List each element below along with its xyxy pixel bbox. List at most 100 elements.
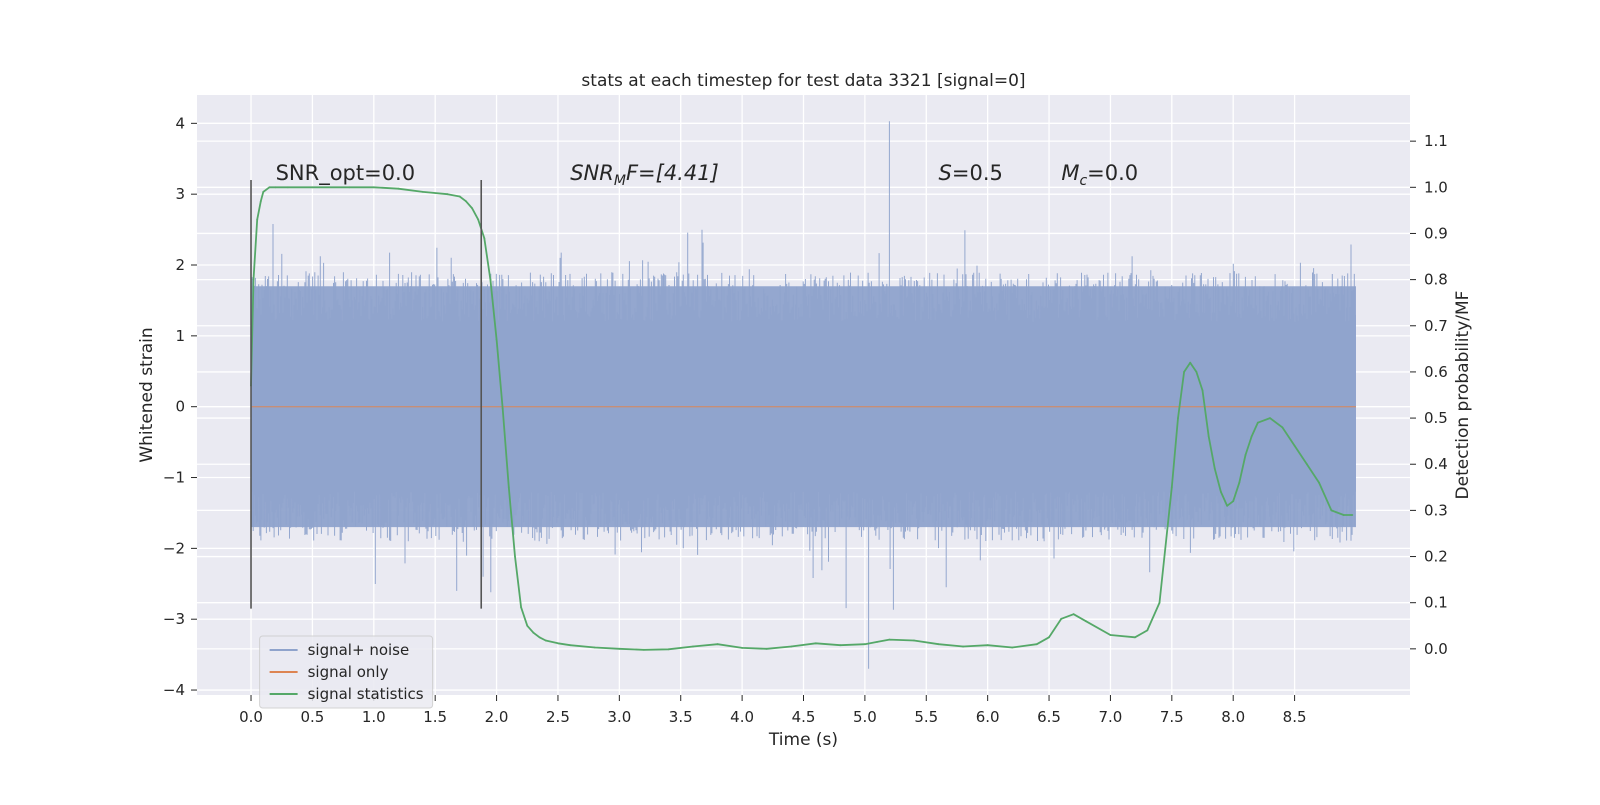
signal-statistics-point	[1189, 361, 1192, 364]
signal-statistics-point	[446, 193, 449, 196]
signal-statistics-point	[1238, 481, 1241, 484]
legend-label-signal-only: signal only	[308, 663, 389, 681]
x-tick-label: 7.0	[1099, 708, 1123, 726]
signal-statistics-point	[532, 631, 535, 634]
signal-statistics-point	[667, 648, 670, 651]
signal-statistics-point	[1158, 601, 1161, 604]
signal-statistics-point	[311, 186, 314, 189]
signal-statistics-point	[1177, 417, 1179, 419]
y2-tick-label: 0.5	[1424, 409, 1448, 427]
y-tick-label: −2	[163, 539, 185, 557]
signal-statistics-point	[514, 555, 516, 558]
x-tick-label: 3.0	[607, 708, 631, 726]
signal-statistics-point	[1134, 636, 1136, 639]
signal-statistics-point	[1269, 417, 1271, 419]
signal-statistics-point	[422, 191, 424, 193]
signal-statistics-point	[1183, 371, 1185, 373]
signal-statistics-point	[544, 639, 547, 642]
signal-statistics-point	[1195, 371, 1198, 373]
x-tick-label: 2.5	[546, 708, 570, 726]
signal-statistics-point	[465, 200, 467, 203]
signal-statistics-point	[1250, 435, 1253, 438]
signal-statistics-point	[1072, 613, 1075, 616]
chart-title: stats at each timestep for test data 332…	[581, 71, 1025, 91]
vertical-markers	[250, 180, 483, 609]
x-tick-label: 8.5	[1283, 708, 1307, 726]
signal-statistics-point	[538, 636, 541, 639]
series-layer	[250, 186, 1356, 651]
signal-statistics-point	[1213, 467, 1216, 470]
x-tick-label: 8.0	[1221, 708, 1245, 726]
signal-statistics-point	[520, 606, 522, 609]
signal-statistics-point	[716, 643, 719, 646]
signal-statistics-point	[741, 647, 743, 649]
signal-statistics-point	[814, 642, 817, 645]
legend-label-signal-noise: signal+ noise	[308, 641, 410, 659]
annotation-s: S=0.5	[939, 161, 1003, 185]
y2-tick-label: 0.8	[1424, 271, 1448, 289]
y2-tick-label: 1.0	[1424, 178, 1448, 196]
annotation-mc-name: M	[1061, 161, 1079, 185]
y2-tick-label: 0.0	[1424, 640, 1448, 658]
y-axis-label: Whitened strain	[137, 327, 157, 462]
x-tick-label: 5.5	[914, 708, 938, 726]
y2-tick-label: 0.1	[1424, 594, 1448, 612]
signal-statistics-point	[1351, 514, 1354, 516]
signal-statistics-point	[262, 191, 265, 193]
signal-statistics-point	[888, 638, 891, 641]
x-tick-label: 3.5	[669, 708, 693, 726]
signal-statistics-point	[397, 187, 400, 190]
signal-statistics-point	[1170, 486, 1173, 489]
signal-statistics-point	[372, 186, 375, 189]
annotation-mc-rest: =0.0	[1087, 161, 1138, 185]
annotation-snr-opt: SNR_opt=0.0	[276, 161, 416, 186]
y2-tick-label: 1.1	[1424, 132, 1448, 150]
x-axis-label: Time (s)	[768, 730, 838, 750]
signal-statistics-point	[1220, 491, 1222, 493]
signal-statistics-point	[252, 278, 255, 281]
y-tick-label: −3	[163, 610, 185, 628]
signal-statistics-point	[348, 186, 351, 189]
y2-tick-label: 0.2	[1424, 548, 1448, 566]
signal-statistics-point	[1048, 636, 1050, 639]
annotation-snr-mf-sub: M	[614, 173, 626, 189]
signal-statistics-point	[471, 207, 473, 210]
annotation-snr-mf: SNRMF=[4.41]	[570, 161, 719, 189]
signal-statistics-point	[1207, 435, 1210, 438]
signal-statistics-point	[790, 645, 793, 648]
y2-tick-label: 0.7	[1424, 317, 1448, 335]
signal-statistics-point	[507, 486, 510, 489]
y2-tick-label: 0.4	[1424, 455, 1448, 473]
signal-statistics-point	[287, 186, 289, 189]
y-tick-label: 2	[175, 256, 185, 274]
y2-axis-label: Detection probability/MF	[1453, 291, 1473, 500]
signal-statistics-point	[1146, 629, 1149, 632]
annotation-snr-mf-name: SNR	[570, 161, 614, 185]
signal-statistics-point	[1342, 514, 1345, 516]
x-tick-label: 1.5	[423, 708, 447, 726]
signal-statistics-point	[526, 624, 529, 627]
y2-tick-label: 0.3	[1424, 501, 1448, 519]
signal-statistics-point	[1232, 500, 1235, 503]
signal-statistics-point	[489, 278, 492, 281]
x-tick-label: 6.0	[976, 708, 1000, 726]
signal-statistics-point	[1011, 646, 1014, 649]
signal-statistics-point	[1330, 509, 1333, 512]
signal-statistics-point	[1201, 389, 1204, 392]
signal-statistics-point	[1318, 481, 1320, 484]
signal-statistics-point	[274, 186, 277, 189]
signal-statistics-point	[643, 648, 645, 651]
signal-statistics-point	[483, 237, 486, 240]
signal-statistics-point	[268, 186, 271, 189]
signal-statistics-point	[839, 644, 842, 647]
signal-statistics-point	[1281, 426, 1284, 429]
signal-statistics-point	[618, 647, 621, 650]
annotation-mc-sub: c	[1079, 173, 1087, 189]
annotation-mc: Mc=0.0	[1061, 161, 1138, 189]
signal-statistics-point	[1109, 634, 1112, 636]
signal-statistics-point	[569, 644, 572, 647]
signal-statistics-point	[986, 644, 989, 647]
signal-statistics-point	[1306, 463, 1308, 466]
signal-statistics-point	[458, 195, 461, 198]
signal-statistics-point	[501, 407, 504, 410]
